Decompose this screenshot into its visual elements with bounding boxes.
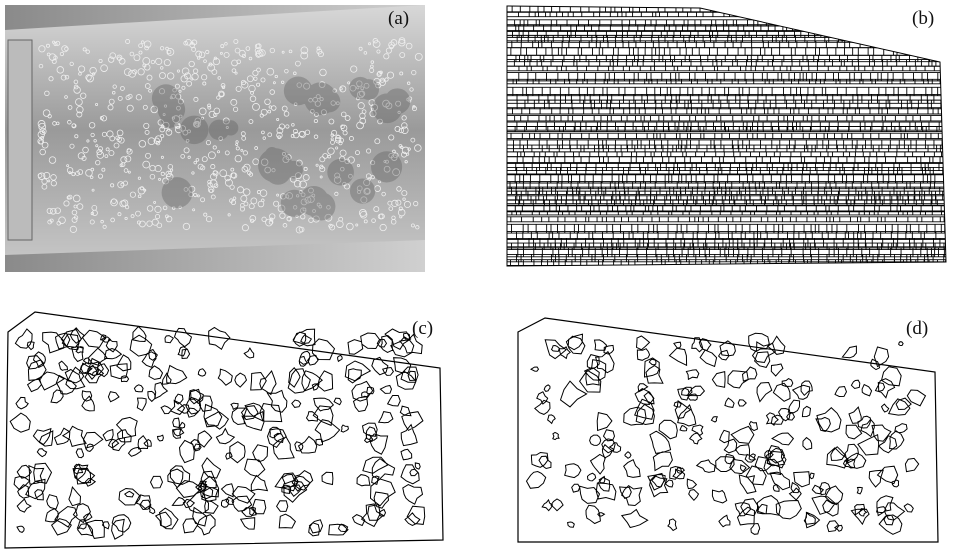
- panel-label: (a): [388, 8, 409, 29]
- photo-panel: [5, 5, 425, 272]
- segmentation-panel: [507, 6, 953, 266]
- panel-label: (c): [412, 318, 433, 339]
- blobs: [527, 333, 926, 534]
- contour-panel: [5, 312, 443, 548]
- segmentation-outline: [507, 6, 946, 266]
- panel-label: (b): [912, 8, 934, 29]
- blobs: [10, 327, 425, 540]
- figure: (a) (b) (c) (d): [0, 0, 953, 553]
- panel-label: (d): [906, 318, 928, 339]
- contour-outline: [518, 318, 938, 542]
- contour-panel: [518, 318, 938, 542]
- tube-end: [8, 40, 32, 240]
